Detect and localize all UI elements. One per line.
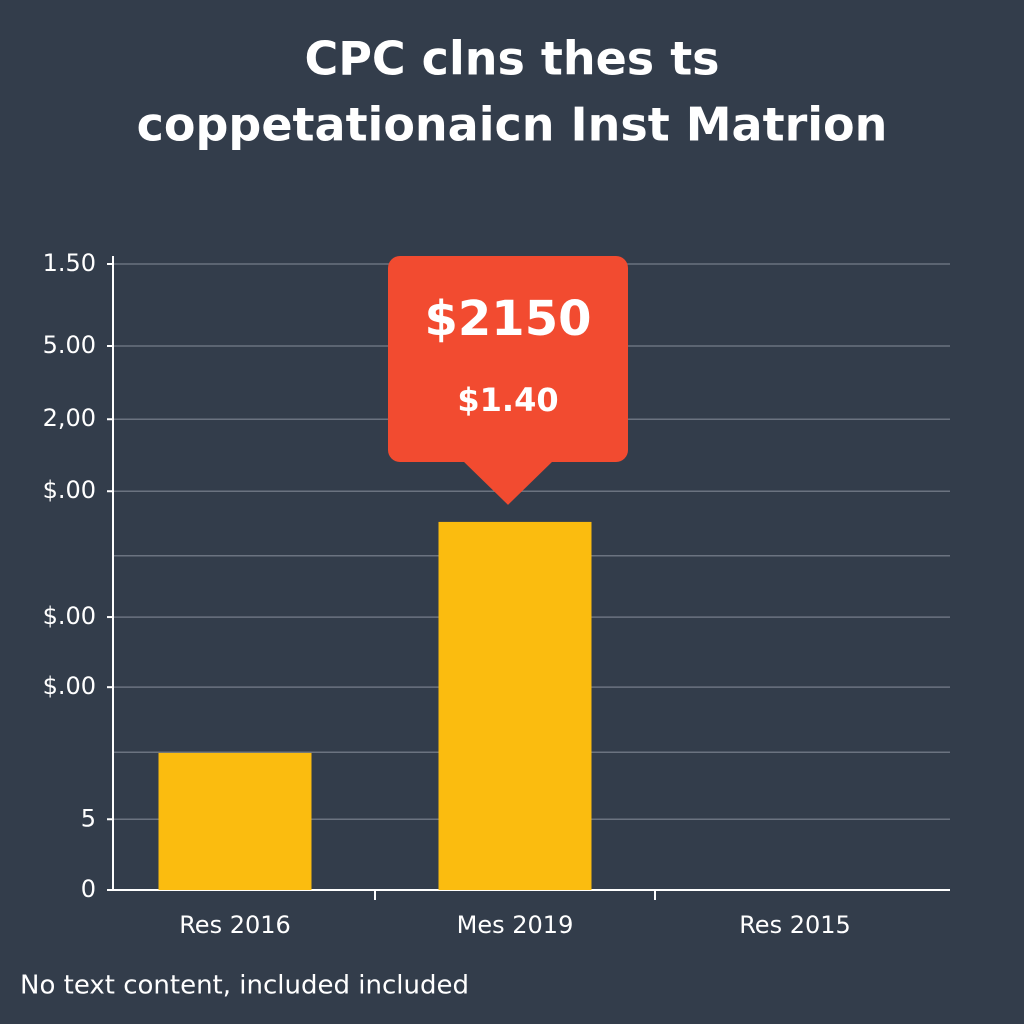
y-tick-label: $.00 [43, 672, 96, 700]
callout-subvalue: $1.40 [457, 381, 558, 419]
bar [158, 752, 312, 890]
chart-title: CPC clns thes ts [304, 32, 719, 86]
x-tick-label: Mes 2019 [457, 911, 574, 939]
footer: No text content, included included [20, 971, 469, 1001]
y-tick-label: 1.50 [43, 249, 96, 277]
callout-value: $2150 [425, 291, 592, 347]
x-tick-label: Res 2016 [179, 911, 291, 939]
callout [388, 256, 628, 462]
chart-title: coppetationaicn Inst Matrion [137, 98, 888, 152]
y-tick-label: 5 [81, 804, 96, 832]
y-tick-label: $.00 [43, 476, 96, 504]
bar [438, 521, 592, 890]
y-tick-label: 5.00 [43, 331, 96, 359]
y-tick-label: $.00 [43, 602, 96, 630]
y-tick-label: 2,00 [43, 404, 96, 432]
x-tick-label: Res 2015 [739, 911, 851, 939]
y-tick-label: 0 [81, 875, 96, 903]
callout-pointer [462, 460, 554, 505]
